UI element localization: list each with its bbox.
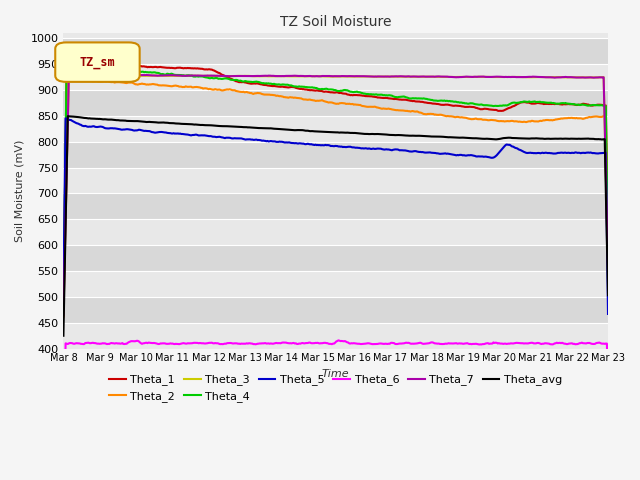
Bar bbox=[63, 219, 608, 245]
FancyBboxPatch shape bbox=[55, 42, 140, 82]
Bar bbox=[63, 116, 608, 142]
Bar bbox=[63, 64, 608, 90]
Bar bbox=[63, 323, 608, 348]
Bar bbox=[63, 142, 608, 168]
Bar bbox=[63, 271, 608, 297]
Bar bbox=[63, 90, 608, 116]
X-axis label: Time: Time bbox=[322, 369, 349, 379]
Title: TZ Soil Moisture: TZ Soil Moisture bbox=[280, 15, 392, 29]
Bar bbox=[63, 168, 608, 193]
Y-axis label: Soil Moisture (mV): Soil Moisture (mV) bbox=[15, 140, 25, 242]
Bar bbox=[63, 38, 608, 64]
Bar bbox=[63, 245, 608, 271]
Legend: Theta_1, Theta_2, Theta_3, Theta_4, Theta_5, Theta_6, Theta_7, Theta_avg: Theta_1, Theta_2, Theta_3, Theta_4, Thet… bbox=[105, 370, 566, 406]
Bar bbox=[63, 297, 608, 323]
Bar bbox=[63, 193, 608, 219]
Text: TZ_sm: TZ_sm bbox=[79, 56, 115, 69]
